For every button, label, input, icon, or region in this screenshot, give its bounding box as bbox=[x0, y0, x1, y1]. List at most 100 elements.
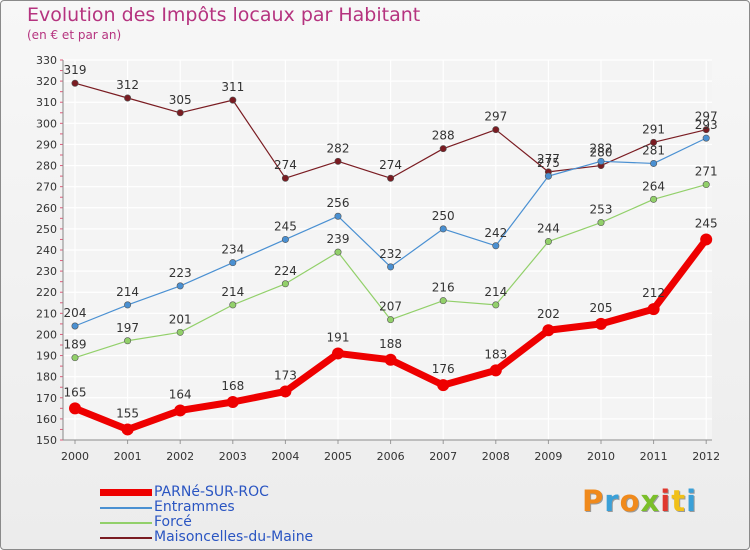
data-point bbox=[387, 174, 395, 182]
data-label: 297 bbox=[695, 110, 718, 124]
data-label: 204 bbox=[64, 306, 87, 320]
x-tick-label: 2011 bbox=[640, 450, 668, 463]
data-label: 293 bbox=[695, 118, 718, 132]
data-point bbox=[544, 238, 552, 246]
data-label: 281 bbox=[642, 143, 665, 157]
legend-label: Maisoncelles-du-Maine bbox=[154, 529, 314, 545]
x-tick-label: 2000 bbox=[61, 450, 89, 463]
data-label: 275 bbox=[537, 156, 560, 170]
data-point bbox=[702, 181, 710, 189]
y-tick-label: 230 bbox=[36, 265, 57, 278]
legend-item: Maisoncelles-du-Maine bbox=[100, 530, 313, 545]
data-label: 201 bbox=[169, 312, 192, 326]
data-point bbox=[437, 379, 450, 392]
data-point bbox=[489, 364, 502, 377]
data-label: 165 bbox=[64, 385, 87, 399]
legend-label: Forcé bbox=[154, 514, 192, 530]
data-point bbox=[229, 301, 237, 309]
data-label: 214 bbox=[484, 285, 507, 299]
y-tick-label: 240 bbox=[36, 244, 57, 257]
x-tick-label: 2007 bbox=[429, 450, 457, 463]
data-point bbox=[332, 347, 344, 360]
x-tick-label: 2006 bbox=[377, 450, 405, 463]
y-tick-label: 200 bbox=[36, 328, 57, 341]
legend-swatch bbox=[100, 521, 152, 524]
data-point bbox=[334, 157, 342, 165]
data-point bbox=[597, 219, 605, 227]
y-tick-label: 170 bbox=[36, 392, 57, 405]
data-point bbox=[71, 322, 79, 330]
data-point bbox=[544, 172, 552, 180]
data-point bbox=[176, 109, 184, 117]
x-tick-label: 2008 bbox=[482, 450, 510, 463]
data-point bbox=[387, 263, 395, 271]
data-label: 291 bbox=[642, 122, 665, 136]
data-label: 319 bbox=[64, 63, 87, 77]
data-label: 224 bbox=[274, 264, 297, 278]
y-tick-label: 300 bbox=[36, 117, 57, 130]
data-point bbox=[334, 248, 342, 256]
data-point bbox=[124, 337, 132, 345]
data-point bbox=[69, 402, 81, 415]
data-label: 311 bbox=[221, 80, 244, 94]
x-tick-label: 2003 bbox=[219, 450, 247, 463]
data-label: 223 bbox=[169, 266, 192, 280]
data-point bbox=[650, 138, 658, 146]
x-tick-label: 2009 bbox=[534, 450, 562, 463]
x-tick-label: 2002 bbox=[166, 450, 194, 463]
y-tick-label: 160 bbox=[36, 413, 57, 426]
data-label: 207 bbox=[379, 300, 402, 314]
data-point bbox=[439, 145, 447, 153]
data-label: 183 bbox=[484, 347, 507, 361]
data-point bbox=[492, 301, 500, 309]
data-label: 253 bbox=[590, 203, 613, 217]
x-tick-label: 2005 bbox=[324, 450, 352, 463]
legend-label: Entrammes bbox=[154, 499, 235, 515]
data-point bbox=[71, 354, 79, 362]
data-point bbox=[384, 353, 397, 366]
data-point bbox=[492, 126, 500, 134]
y-tick-label: 190 bbox=[36, 350, 57, 363]
data-point bbox=[124, 94, 132, 102]
data-label: 277 bbox=[537, 152, 560, 166]
data-point bbox=[121, 423, 134, 436]
data-label: 245 bbox=[274, 219, 297, 233]
data-label: 214 bbox=[221, 285, 244, 299]
y-tick-label: 310 bbox=[36, 96, 57, 109]
y-tick-label: 150 bbox=[36, 434, 57, 447]
data-label: 282 bbox=[590, 141, 613, 155]
data-label: 214 bbox=[116, 285, 139, 299]
data-label: 197 bbox=[116, 321, 139, 335]
legend-label: PARNé-SUR-ROC bbox=[154, 484, 269, 500]
data-point bbox=[542, 324, 555, 337]
legend-swatch bbox=[100, 536, 152, 539]
data-point bbox=[597, 157, 605, 165]
data-point bbox=[226, 396, 239, 408]
data-label: 274 bbox=[379, 158, 402, 172]
chart-subtitle: (en € et par an) bbox=[27, 28, 122, 42]
data-point bbox=[647, 303, 660, 316]
data-point bbox=[334, 212, 342, 220]
legend-swatch bbox=[100, 489, 152, 496]
x-tick-label: 2012 bbox=[692, 450, 720, 463]
y-tick-label: 180 bbox=[36, 371, 57, 384]
data-label: 264 bbox=[642, 179, 665, 193]
data-label: 189 bbox=[64, 338, 87, 352]
data-point bbox=[650, 195, 658, 203]
data-label: 297 bbox=[484, 110, 507, 124]
legend-swatch bbox=[100, 506, 152, 509]
chart-legend: PARNé-SUR-ROC Entrammes Forcé Maisoncelles-… bbox=[100, 485, 313, 545]
data-point bbox=[281, 174, 289, 182]
data-label: 245 bbox=[695, 216, 718, 230]
y-tick-label: 260 bbox=[36, 202, 57, 215]
proxiti-logo: Proxiti bbox=[582, 484, 698, 518]
data-label: 242 bbox=[484, 226, 507, 240]
data-point bbox=[176, 328, 184, 336]
data-point bbox=[595, 317, 607, 330]
data-label: 274 bbox=[274, 158, 297, 172]
data-label: 176 bbox=[432, 362, 455, 376]
y-tick-label: 210 bbox=[36, 307, 57, 320]
data-label: 202 bbox=[537, 307, 560, 321]
data-label: 271 bbox=[695, 165, 718, 179]
data-label: 288 bbox=[432, 129, 455, 143]
